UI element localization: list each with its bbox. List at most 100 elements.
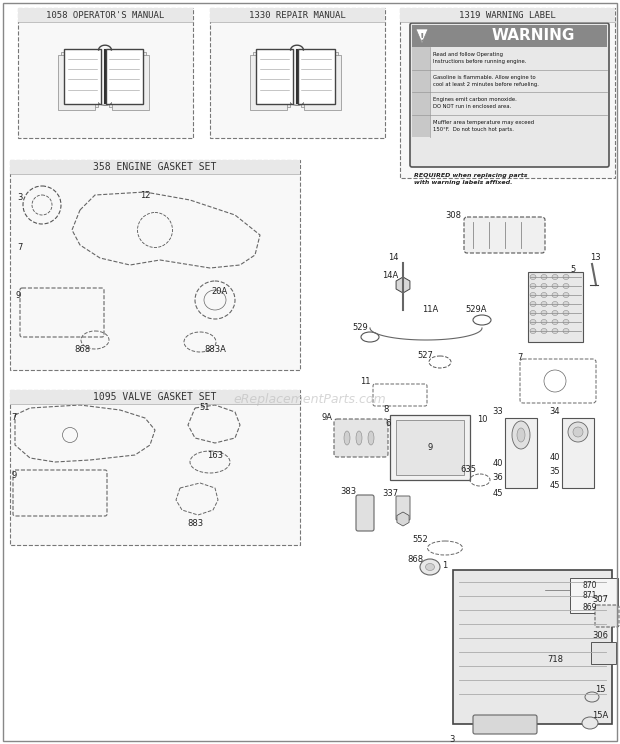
Text: 870: 870 (583, 580, 597, 589)
Bar (390, 415, 470, 480)
Ellipse shape (530, 275, 536, 280)
Polygon shape (416, 29, 428, 43)
Text: 20A: 20A (212, 287, 228, 297)
Bar (591, 642, 616, 664)
Ellipse shape (368, 431, 374, 445)
Text: 11: 11 (360, 377, 370, 386)
Ellipse shape (563, 319, 569, 324)
Polygon shape (10, 160, 300, 370)
Text: 9: 9 (16, 290, 20, 300)
FancyBboxPatch shape (108, 52, 146, 107)
Text: 552: 552 (412, 536, 428, 545)
Text: 883: 883 (187, 519, 203, 527)
Ellipse shape (563, 310, 569, 315)
Ellipse shape (541, 310, 547, 315)
Ellipse shape (541, 301, 547, 307)
FancyBboxPatch shape (112, 55, 149, 110)
Bar (412, 115, 430, 137)
Bar (528, 272, 583, 342)
FancyBboxPatch shape (356, 495, 374, 531)
Ellipse shape (517, 428, 525, 442)
Text: 307: 307 (592, 595, 608, 604)
Text: 7: 7 (11, 414, 17, 423)
Ellipse shape (541, 329, 547, 333)
Text: !: ! (420, 33, 424, 43)
Ellipse shape (552, 319, 558, 324)
Text: 15: 15 (595, 685, 605, 694)
Text: 7: 7 (17, 243, 23, 252)
FancyBboxPatch shape (105, 49, 143, 104)
Text: 34: 34 (550, 408, 560, 417)
Ellipse shape (552, 275, 558, 280)
FancyBboxPatch shape (301, 52, 338, 107)
Ellipse shape (530, 319, 536, 324)
Text: 1058 OPERATOR'S MANUAL: 1058 OPERATOR'S MANUAL (46, 10, 165, 19)
Text: 1: 1 (443, 560, 448, 569)
Bar (412, 47, 430, 69)
Ellipse shape (425, 563, 435, 571)
FancyBboxPatch shape (453, 570, 612, 724)
Text: 11A: 11A (422, 306, 438, 315)
Text: 40: 40 (550, 454, 560, 463)
Ellipse shape (541, 319, 547, 324)
Ellipse shape (356, 431, 362, 445)
Text: 383: 383 (340, 487, 356, 496)
Polygon shape (10, 390, 300, 545)
Text: 163: 163 (207, 452, 223, 461)
Text: 1095 VALVE GASKET SET: 1095 VALVE GASKET SET (94, 392, 216, 402)
Text: 527: 527 (417, 350, 433, 359)
Text: WARNING: WARNING (491, 28, 575, 43)
Ellipse shape (530, 310, 536, 315)
Ellipse shape (568, 422, 588, 442)
Bar (396, 420, 464, 475)
FancyBboxPatch shape (253, 52, 290, 107)
Bar (10, 160, 300, 174)
Text: 883A: 883A (204, 345, 226, 354)
Text: 15A: 15A (592, 711, 608, 719)
Text: 1319 WARNING LABEL: 1319 WARNING LABEL (459, 10, 556, 19)
FancyBboxPatch shape (61, 52, 98, 107)
Text: 3: 3 (450, 736, 454, 744)
FancyBboxPatch shape (304, 55, 341, 110)
Text: 7: 7 (517, 353, 523, 362)
Ellipse shape (563, 275, 569, 280)
Ellipse shape (344, 431, 350, 445)
FancyBboxPatch shape (256, 49, 293, 104)
Ellipse shape (585, 692, 599, 702)
Text: 306: 306 (592, 630, 608, 640)
Ellipse shape (530, 329, 536, 333)
Text: 635: 635 (460, 466, 476, 475)
Ellipse shape (530, 283, 536, 289)
Bar (412, 69, 430, 92)
Ellipse shape (420, 559, 440, 575)
FancyBboxPatch shape (298, 49, 335, 104)
Ellipse shape (541, 283, 547, 289)
FancyBboxPatch shape (410, 23, 609, 167)
FancyBboxPatch shape (334, 419, 388, 457)
Text: 45: 45 (550, 481, 560, 490)
Text: 36: 36 (493, 473, 503, 483)
Text: 718: 718 (547, 655, 563, 664)
FancyBboxPatch shape (396, 496, 410, 520)
Text: 51: 51 (200, 403, 210, 412)
FancyBboxPatch shape (595, 605, 619, 627)
Ellipse shape (552, 283, 558, 289)
Ellipse shape (563, 301, 569, 307)
Bar (400, 8, 615, 22)
Text: 529: 529 (352, 324, 368, 333)
Bar (562, 418, 594, 488)
Ellipse shape (530, 292, 536, 298)
FancyBboxPatch shape (464, 217, 545, 253)
Text: 10: 10 (477, 415, 487, 425)
Text: 12: 12 (140, 190, 150, 199)
Bar (10, 390, 300, 404)
Ellipse shape (552, 329, 558, 333)
Bar (570, 578, 618, 613)
Text: 8: 8 (383, 405, 389, 414)
Text: 13: 13 (590, 254, 600, 263)
Ellipse shape (563, 292, 569, 298)
Bar (505, 418, 537, 488)
Text: 33: 33 (493, 408, 503, 417)
Polygon shape (18, 8, 193, 138)
Text: 45: 45 (493, 489, 503, 498)
